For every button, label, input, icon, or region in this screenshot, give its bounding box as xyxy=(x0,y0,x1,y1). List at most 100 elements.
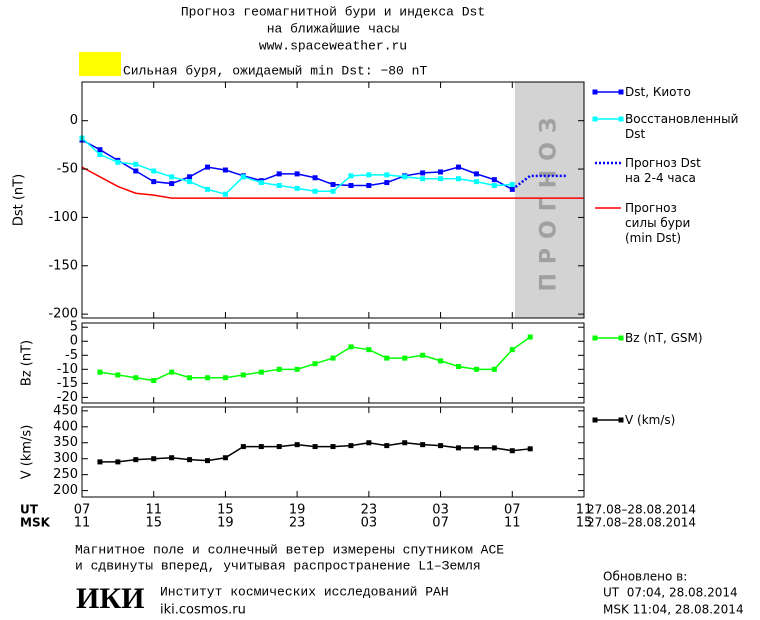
marker xyxy=(456,364,461,370)
marker xyxy=(348,182,354,188)
x-tick-label: 23 xyxy=(361,503,378,518)
y-tick-label: 450 xyxy=(53,403,78,418)
marker xyxy=(384,355,390,361)
legend-marker xyxy=(618,417,624,423)
footer-note: и сдвинуты вперед, учитывая распростране… xyxy=(75,558,481,573)
legend-marker xyxy=(592,89,598,95)
marker xyxy=(258,369,264,375)
updated-ut: UT 07:04, 28.08.2014 xyxy=(603,586,738,600)
y-axis-label: Dst (nT) xyxy=(12,174,27,226)
marker xyxy=(384,172,390,178)
marker xyxy=(509,182,515,188)
marker xyxy=(222,375,228,381)
marker xyxy=(330,182,336,188)
marker xyxy=(115,159,121,165)
marker xyxy=(169,174,175,180)
legend-marker xyxy=(592,335,598,341)
msk-label: MSK xyxy=(20,516,51,530)
marker xyxy=(133,457,139,463)
marker xyxy=(473,179,479,185)
x-tick-label: 03 xyxy=(361,516,378,531)
legend-label: Прогноз Dst на 2-4 часа xyxy=(625,156,701,185)
updated: Обновлено в: xyxy=(603,570,687,584)
institute: Институт космических исследований РАН xyxy=(160,584,449,599)
marker xyxy=(205,164,210,170)
marker xyxy=(258,444,264,450)
y-tick-label: 400 xyxy=(53,419,78,434)
marker xyxy=(420,170,426,176)
legend-label: V (km/s) xyxy=(625,413,676,427)
x-tick-label: 19 xyxy=(217,516,234,531)
marker xyxy=(348,443,354,449)
marker xyxy=(151,456,157,462)
forecast-label: ПРОГНОЗ xyxy=(536,108,561,291)
marker xyxy=(222,191,228,197)
marker xyxy=(133,161,139,167)
marker xyxy=(491,445,497,451)
y-tick-label: 350 xyxy=(53,435,78,450)
y-tick-label: -50 xyxy=(57,162,78,177)
x-tick-label: 11 xyxy=(504,516,521,531)
marker xyxy=(312,444,318,450)
y-tick-label: 5 xyxy=(70,320,78,335)
x-tick-label: 11 xyxy=(74,516,91,531)
legend-label: Bz (nT, GSM) xyxy=(625,331,703,345)
x-tick-label: 11 xyxy=(145,503,162,518)
marker xyxy=(402,440,408,446)
marker xyxy=(151,168,157,174)
marker xyxy=(366,440,372,446)
marker xyxy=(438,169,444,175)
x-tick-label: 15 xyxy=(217,503,234,518)
y-tick-label: -10 xyxy=(57,362,78,377)
marker xyxy=(187,179,193,185)
legend-label: Восстановленный Dst xyxy=(625,112,739,141)
marker xyxy=(384,180,390,186)
marker xyxy=(276,366,282,372)
legend-marker xyxy=(592,116,598,122)
plot-frame xyxy=(81,406,585,498)
marker xyxy=(312,188,318,194)
marker xyxy=(294,366,300,372)
site: www.spaceweather.ru xyxy=(259,38,407,53)
plot-frame xyxy=(81,322,585,404)
title: Прогноз геомагнитной бури и индекса Dst xyxy=(181,4,485,19)
series-line xyxy=(81,139,513,191)
marker xyxy=(294,171,300,177)
forecast-band xyxy=(514,82,584,318)
plot-frame xyxy=(81,81,585,319)
x-tick-label: 11 xyxy=(576,503,593,518)
marker xyxy=(115,372,121,378)
updated-msk: MSK 11:04, 28.08.2014 xyxy=(603,603,744,617)
y-tick-label: 250 xyxy=(53,467,78,482)
marker xyxy=(312,175,318,181)
marker xyxy=(205,186,210,192)
marker xyxy=(294,442,300,448)
y-tick-label: 0 xyxy=(70,334,78,349)
marker xyxy=(527,446,533,452)
marker xyxy=(187,174,193,180)
marker xyxy=(240,372,246,378)
x-tick-label: 15 xyxy=(576,516,593,531)
marker xyxy=(169,369,175,375)
marker xyxy=(97,369,103,375)
marker xyxy=(312,361,318,367)
marker xyxy=(240,174,246,180)
y-tick-label: -200 xyxy=(48,307,78,322)
y-axis-label: Bz (nT) xyxy=(20,340,35,386)
marker xyxy=(456,164,461,170)
y-tick-label: -150 xyxy=(48,258,78,273)
msk-dates: 27.08–28.08.2014 xyxy=(587,516,696,530)
marker xyxy=(205,375,210,381)
marker xyxy=(222,167,228,173)
marker xyxy=(133,375,139,381)
y-tick-label: -20 xyxy=(57,390,78,405)
logo: ИКИ xyxy=(76,582,144,615)
marker xyxy=(276,444,282,450)
legend-marker xyxy=(618,89,624,95)
legend-marker xyxy=(618,335,624,341)
marker xyxy=(509,347,515,353)
marker xyxy=(258,180,264,186)
legend-marker xyxy=(592,417,598,423)
marker xyxy=(384,443,390,449)
marker xyxy=(420,442,426,448)
